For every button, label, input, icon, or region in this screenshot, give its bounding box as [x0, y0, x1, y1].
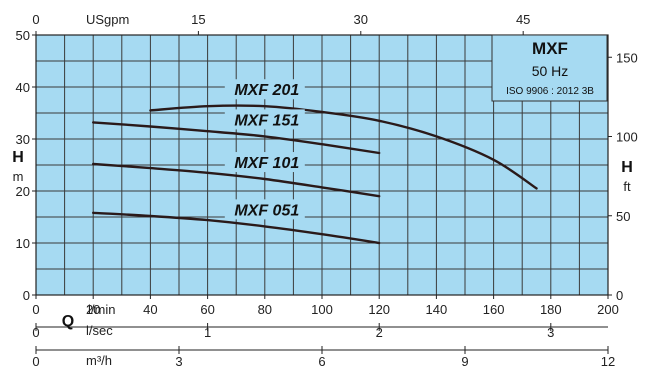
m3h-tick-label: 3 [175, 354, 182, 367]
y-tick-label: 0 [23, 288, 30, 303]
lsec-tick-label: 3 [547, 325, 554, 340]
x-tick-label: 40 [143, 302, 157, 317]
series-label-mxf-051: MXF 051 [234, 202, 299, 219]
m3h-tick-label: 12 [601, 354, 615, 367]
y-tick-label: 30 [16, 132, 30, 147]
legend-box: MXF 50 Hz ISO 9906 : 2012 3B [491, 34, 608, 102]
lsec-unit: l/sec [86, 323, 113, 338]
y-tick-label: 50 [16, 28, 30, 43]
series-label-background [224, 199, 305, 220]
m3h-tick-label: 6 [318, 354, 325, 367]
y-tick-label: 20 [16, 184, 30, 199]
series-label-mxf-151: MXF 151 [234, 112, 299, 129]
x-tick-label: 200 [597, 302, 619, 317]
x-tick-label: 120 [368, 302, 390, 317]
curve-mxf-151 [92, 121, 381, 155]
usgpm-tick-label: 15 [191, 12, 205, 27]
x-tick-label: 140 [426, 302, 448, 317]
y-axis-letter: H [12, 149, 24, 166]
series-label-background [224, 152, 305, 173]
x-tick-label: 20 [86, 302, 100, 317]
x-tick-label: 80 [258, 302, 272, 317]
y2-tick-label: 0 [616, 288, 623, 303]
legend-frequency: 50 Hz [532, 63, 569, 79]
usgpm-tick-label: 45 [516, 12, 530, 27]
grid [36, 35, 608, 295]
series-label-mxf-201: MXF 201 [234, 82, 299, 99]
lsec-tick-label: 0 [32, 325, 39, 340]
y2-tick-label: 100 [616, 130, 638, 145]
curve-mxf-201 [149, 104, 538, 190]
curve-mxf-051 [92, 211, 381, 245]
pump-curves: MXF 201 MXF 151 MXF 101 MXF 051 [92, 79, 538, 245]
m3h-tick-label: 9 [461, 354, 468, 367]
y-tick-label: 40 [16, 80, 30, 95]
x-tick-label: 100 [311, 302, 333, 317]
x-tick-label: 180 [540, 302, 562, 317]
lsec-tick-label: 1 [204, 325, 211, 340]
series-label-mxf-101: MXF 101 [234, 155, 299, 172]
y-tick-label: 10 [16, 236, 30, 251]
usgpm-unit: USgpm [86, 12, 129, 27]
series-label-background [224, 79, 305, 100]
x-tick-label: 0 [32, 302, 39, 317]
y2-axis-unit: ft [623, 179, 631, 194]
curve-mxf-101 [92, 162, 381, 198]
m3h-tick-label: 0 [32, 354, 39, 367]
y2-tick-label: 50 [616, 209, 630, 224]
lsec-tick-label: 2 [376, 325, 383, 340]
usgpm-tick-label: 30 [354, 12, 368, 27]
legend-standard: ISO 9906 : 2012 3B [506, 86, 594, 97]
x-tick-label: 160 [483, 302, 505, 317]
flow-letter: Q [62, 313, 74, 330]
y-axis-unit: m [13, 169, 24, 184]
series-label-background [224, 109, 305, 130]
y2-tick-label: 150 [616, 50, 638, 65]
m3h-unit: m³/h [86, 353, 112, 367]
y2-axis-letter: H [621, 159, 633, 176]
lmin-unit: l/min [88, 302, 115, 317]
usgpm-tick-label: 0 [32, 12, 39, 27]
legend-title: MXF [532, 39, 568, 58]
x-tick-label: 60 [200, 302, 214, 317]
